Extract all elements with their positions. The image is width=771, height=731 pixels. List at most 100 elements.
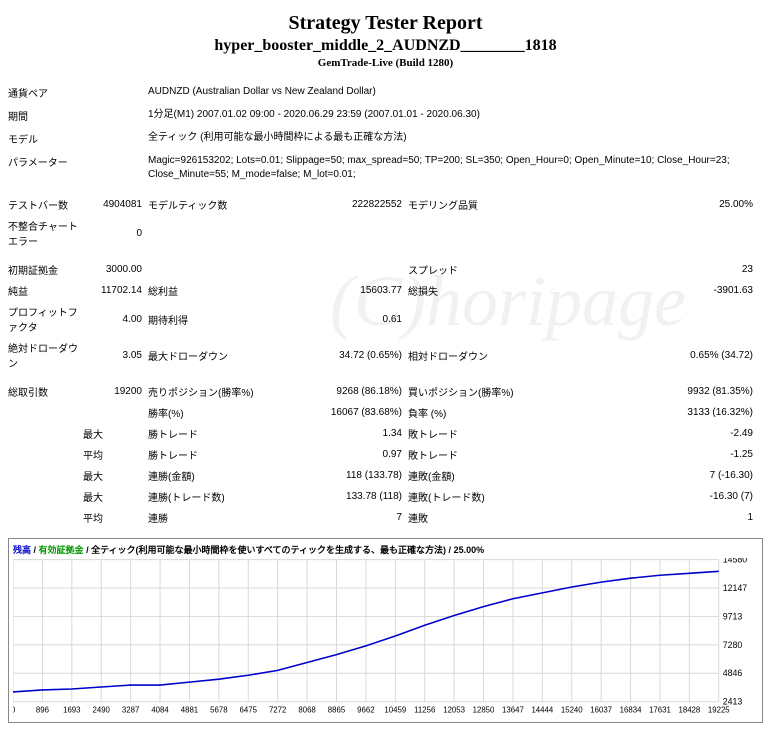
svg-text:4846: 4846 xyxy=(723,668,743,678)
ticks-label: モデルティック数 xyxy=(148,197,298,212)
bars-val: 4904081 xyxy=(83,199,148,210)
svg-text:13647: 13647 xyxy=(502,706,524,715)
long-val: 9932 (81.35%) xyxy=(538,386,763,397)
ticks-val: 222822552 xyxy=(298,199,408,210)
svg-text:4881: 4881 xyxy=(181,706,198,715)
long-label: 買いポジション(勝率%) xyxy=(408,384,538,399)
conswin-cnt-label: 連勝(トレード数) xyxy=(148,489,298,504)
svg-text:18428: 18428 xyxy=(678,706,700,715)
maxdd-val: 34.72 (0.65%) xyxy=(298,350,408,361)
svg-text:19225: 19225 xyxy=(708,706,730,715)
wintrade-avg: 0.97 xyxy=(298,449,408,460)
equity-chart: 残高 / 有効証拠金 / 全ティック(利用可能な最小時間枠を使いすべてのティック… xyxy=(8,538,763,723)
svg-text:7280: 7280 xyxy=(723,640,743,650)
gross-val: 15603.77 xyxy=(298,285,408,296)
lostrade-max: -2.49 xyxy=(538,428,763,439)
svg-text:12850: 12850 xyxy=(473,706,495,715)
params-value: Magic=926153202; Lots=0.01; Slippage=50;… xyxy=(148,154,763,182)
legend-balance: 残高 xyxy=(13,545,31,555)
absdd-val: 3.05 xyxy=(83,350,148,361)
max-lbl-2: 最大 xyxy=(83,468,148,483)
params-label: パラメーター xyxy=(8,154,148,182)
svg-text:4084: 4084 xyxy=(151,706,169,715)
mismatch-val: 0 xyxy=(83,228,148,239)
pf-label: プロフィットファクタ xyxy=(8,304,83,334)
quality-val: 25.00% xyxy=(538,199,763,210)
lostrade-label-1: 敗トレード xyxy=(408,426,538,441)
conswin-avg-val: 7 xyxy=(298,512,408,523)
svg-text:15240: 15240 xyxy=(561,706,583,715)
svg-text:9662: 9662 xyxy=(357,706,374,715)
wintrade-label-1: 勝トレード xyxy=(148,426,298,441)
mismatch-label: 不整合チャートエラー xyxy=(8,218,83,248)
svg-text:12053: 12053 xyxy=(443,706,465,715)
avg-lbl-1: 平均 xyxy=(83,447,148,462)
svg-text:3287: 3287 xyxy=(122,706,139,715)
legend-pct: 25.00% xyxy=(454,545,485,555)
legend-equity: 有効証拠金 xyxy=(39,545,84,555)
spread-val: 23 xyxy=(538,264,763,275)
conslos-avg-label: 連敗 xyxy=(408,510,538,525)
svg-text:14580: 14580 xyxy=(723,558,748,565)
losrate-label: 負率 (%) xyxy=(408,405,538,420)
ep-label: 期待利得 xyxy=(148,312,298,327)
conslos-amt-label: 連敗(金額) xyxy=(408,468,538,483)
svg-text:9713: 9713 xyxy=(723,611,743,621)
pair-label: 通貨ペア xyxy=(8,85,148,100)
conswin-cnt-val: 133.78 (118) xyxy=(298,491,408,502)
winrate-val: 16067 (83.68%) xyxy=(298,407,408,418)
conswin-avg-label: 連勝 xyxy=(148,510,298,525)
svg-text:16834: 16834 xyxy=(620,706,642,715)
svg-text:14444: 14444 xyxy=(531,706,553,715)
absdd-label: 絶対ドローダウン xyxy=(8,340,83,370)
svg-text:12147: 12147 xyxy=(723,583,748,593)
svg-text:8865: 8865 xyxy=(328,706,346,715)
report-title: Strategy Tester Report xyxy=(8,12,763,35)
max-lbl-1: 最大 xyxy=(83,426,148,441)
svg-text:1693: 1693 xyxy=(63,706,81,715)
model-label: モデル xyxy=(8,131,148,146)
chart-legend: 残高 / 有効証拠金 / 全ティック(利用可能な最小時間枠を使いすべてのティック… xyxy=(13,543,758,556)
netprofit-label: 純益 xyxy=(8,283,83,298)
total-label: 総取引数 xyxy=(8,384,83,399)
wintrade-label-2: 勝トレード xyxy=(148,447,298,462)
conslos-avg-val: 1 xyxy=(538,512,763,523)
max-lbl-3: 最大 xyxy=(83,489,148,504)
deposit-val: 3000.00 xyxy=(83,264,148,275)
svg-text:5678: 5678 xyxy=(210,706,228,715)
wintrade-max: 1.34 xyxy=(298,428,408,439)
losrate-val: 3133 (16.32%) xyxy=(538,407,763,418)
model-value: 全ティック (利用可能な最小時間枠による最も正確な方法) xyxy=(148,131,763,146)
lostrade-label-2: 敗トレード xyxy=(408,447,538,462)
spread-label: スプレッド xyxy=(408,262,538,277)
svg-text:11256: 11256 xyxy=(414,706,436,715)
svg-text:896: 896 xyxy=(36,706,50,715)
winrate-label: 勝率(%) xyxy=(148,405,298,420)
svg-text:17631: 17631 xyxy=(649,706,671,715)
netprofit-val: 11702.14 xyxy=(83,285,148,296)
report-build: GemTrade-Live (Build 1280) xyxy=(8,57,763,69)
bars-label: テストバー数 xyxy=(8,197,83,212)
svg-text:0: 0 xyxy=(13,706,16,715)
grossloss-val: -3901.63 xyxy=(538,285,763,296)
ep-val: 0.61 xyxy=(298,314,408,325)
conslos-cnt-label: 連敗(トレード数) xyxy=(408,489,538,504)
pf-val: 4.00 xyxy=(83,314,148,325)
svg-text:7272: 7272 xyxy=(269,706,286,715)
short-label: 売りポジション(勝率%) xyxy=(148,384,298,399)
period-label: 期間 xyxy=(8,108,148,123)
svg-text:8068: 8068 xyxy=(298,706,316,715)
maxdd-label: 最大ドローダウン xyxy=(148,348,298,363)
svg-text:16037: 16037 xyxy=(590,706,612,715)
quality-label: モデリング品質 xyxy=(408,197,538,212)
report-subtitle: hyper_booster_middle_2_AUDNZD________181… xyxy=(8,37,763,55)
total-val: 19200 xyxy=(83,386,148,397)
legend-method: 全ティック(利用可能な最小時間枠を使いすべてのティックを生成する、最も正確な方法… xyxy=(91,545,446,555)
conslos-amt-val: 7 (-16.30) xyxy=(538,470,763,481)
conswin-amt-val: 118 (133.78) xyxy=(298,470,408,481)
conslos-cnt-val: -16.30 (7) xyxy=(538,491,763,502)
avg-lbl-2: 平均 xyxy=(83,510,148,525)
svg-text:10459: 10459 xyxy=(384,706,406,715)
lostrade-avg: -1.25 xyxy=(538,449,763,460)
svg-text:2490: 2490 xyxy=(93,706,111,715)
